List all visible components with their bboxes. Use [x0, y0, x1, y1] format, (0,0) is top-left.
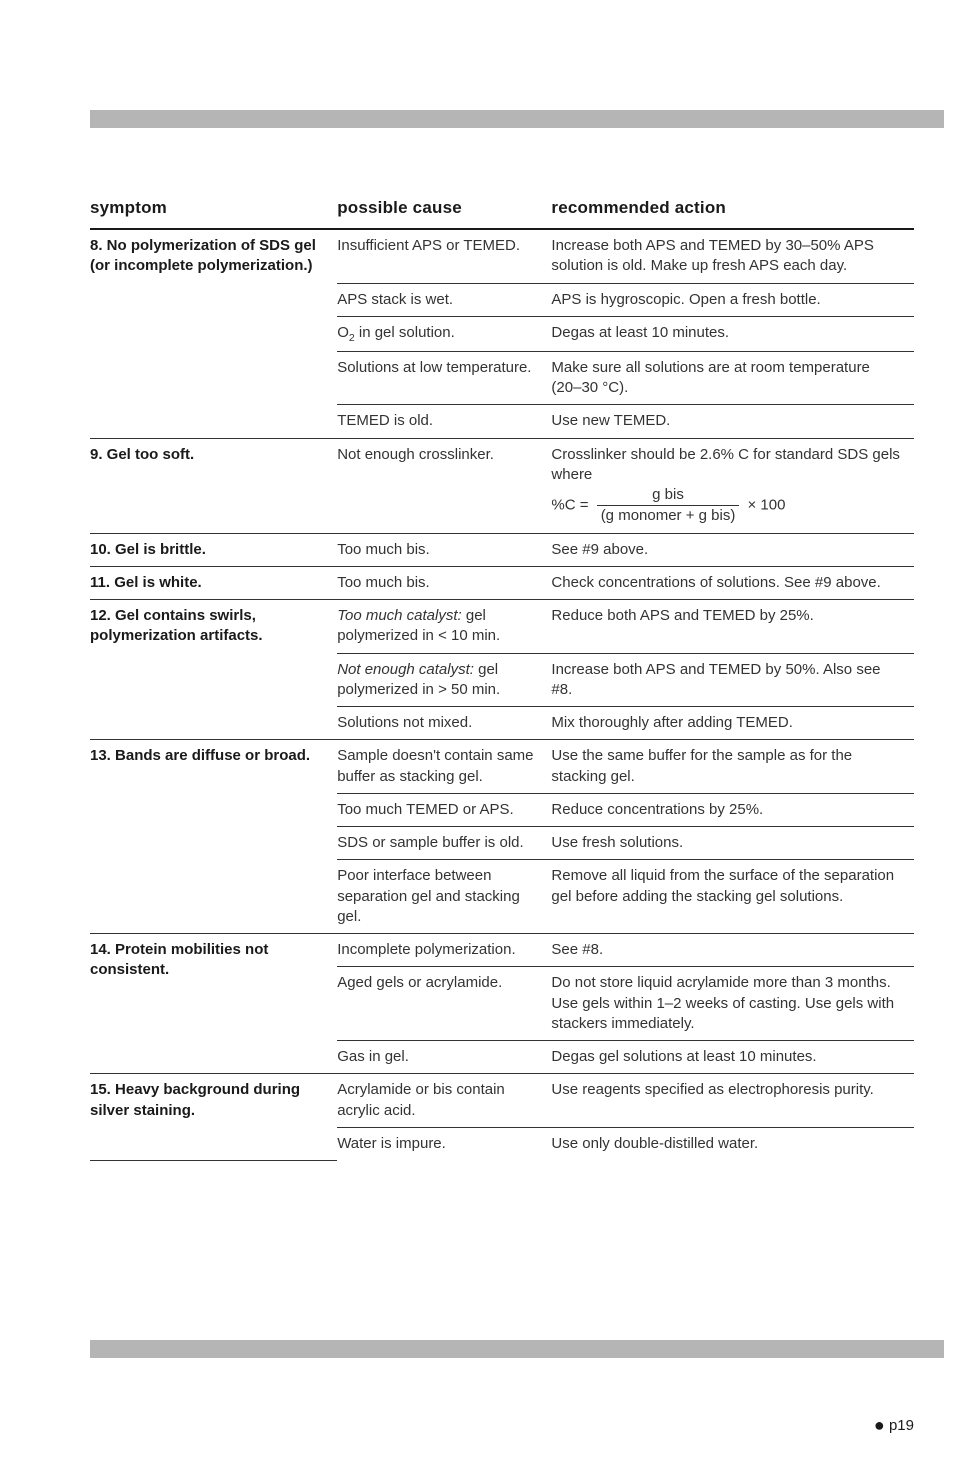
cause-cell: Too much bis. — [337, 533, 551, 566]
troubleshooting-table-wrap: symptom possible cause recommended actio… — [90, 190, 914, 1161]
page-label: p19 — [885, 1417, 914, 1434]
action-cell: Degas gel solutions at least 10 minutes. — [551, 1041, 914, 1074]
cause-cell: Solutions at low temperature. — [337, 351, 551, 405]
action-cell: Mix thoroughly after adding TEMED. — [551, 707, 914, 740]
action-cell: Use the same buffer for the sample as fo… — [551, 740, 914, 794]
action-cell: Check concentrations of solutions. See #… — [551, 566, 914, 599]
cause-text: O — [337, 324, 349, 341]
cause-cell: Poor interface between separation gel an… — [337, 860, 551, 934]
table-header-row: symptom possible cause recommended actio… — [90, 190, 914, 229]
action-cell: Reduce both APS and TEMED by 25%. — [551, 600, 914, 654]
cause-cell: SDS or sample buffer is old. — [337, 827, 551, 860]
symptom-cell: 11. Gel is white. — [90, 566, 337, 599]
action-cell: Use only double-distilled water. — [551, 1127, 914, 1160]
cause-cell: O2 in gel solution. — [337, 316, 551, 351]
formula-lhs: %C = — [551, 497, 592, 514]
table-row: 9. Gel too soft. Not enough crosslinker.… — [90, 438, 914, 533]
troubleshooting-table: symptom possible cause recommended actio… — [90, 190, 914, 1161]
cause-cell: Not enough crosslinker. — [337, 438, 551, 533]
action-text: Crosslinker should be 2.6% C for standar… — [551, 446, 900, 483]
cause-cell: Not enough catalyst: gel polymerized in … — [337, 653, 551, 707]
cause-cell: Sample doesn't contain same buffer as st… — [337, 740, 551, 794]
bullet-icon: ● — [874, 1415, 885, 1435]
action-cell: Degas at least 10 minutes. — [551, 316, 914, 351]
symptom-cell: 10. Gel is brittle. — [90, 533, 337, 566]
symptom-cell: 15. Heavy background during silver stain… — [90, 1074, 337, 1160]
bottom-bar — [90, 1340, 944, 1358]
table-row: 12. Gel contains swirls, polymerization … — [90, 600, 914, 654]
fraction-den: (g monomer + g bis) — [597, 505, 740, 526]
fraction: g bis (g monomer + g bis) — [597, 485, 740, 527]
cause-cell: Too much bis. — [337, 566, 551, 599]
cause-text: in gel solution. — [355, 324, 455, 341]
table-row: 8. No polymerization of SDS gel (or inco… — [90, 229, 914, 283]
table-row: 11. Gel is white. Too much bis. Check co… — [90, 566, 914, 599]
action-cell: Reduce concentrations by 25%. — [551, 793, 914, 826]
action-cell: Increase both APS and TEMED by 30–50% AP… — [551, 229, 914, 283]
action-cell: Use fresh solutions. — [551, 827, 914, 860]
cause-cell: Gas in gel. — [337, 1041, 551, 1074]
action-cell: See #9 above. — [551, 533, 914, 566]
action-cell: Make sure all solutions are at room temp… — [551, 351, 914, 405]
cause-cell: APS stack is wet. — [337, 283, 551, 316]
action-cell: Increase both APS and TEMED by 50%. Also… — [551, 653, 914, 707]
table-row: 10. Gel is brittle. Too much bis. See #9… — [90, 533, 914, 566]
symptom-cell: 9. Gel too soft. — [90, 438, 337, 533]
cause-cell: Water is impure. — [337, 1127, 551, 1160]
symptom-cell: 14. Protein mobilities not consistent. — [90, 934, 337, 1074]
cause-italic: Too much catalyst: — [337, 607, 462, 624]
symptom-cell: 12. Gel contains swirls, polymerization … — [90, 600, 337, 740]
header-action: recommended action — [551, 190, 914, 229]
cause-cell: Insufficient APS or TEMED. — [337, 229, 551, 283]
action-cell: Remove all liquid from the surface of th… — [551, 860, 914, 934]
action-cell: Use new TEMED. — [551, 405, 914, 438]
action-cell: APS is hygroscopic. Open a fresh bottle. — [551, 283, 914, 316]
table-row: 14. Protein mobilities not consistent. I… — [90, 934, 914, 967]
cause-cell: Too much catalyst: gel polymerized in < … — [337, 600, 551, 654]
formula-tail: × 100 — [748, 497, 786, 514]
header-cause: possible cause — [337, 190, 551, 229]
cause-cell: Solutions not mixed. — [337, 707, 551, 740]
symptom-cell: 8. No polymerization of SDS gel (or inco… — [90, 229, 337, 438]
action-cell: Crosslinker should be 2.6% C for standar… — [551, 438, 914, 533]
cause-cell: Too much TEMED or APS. — [337, 793, 551, 826]
page-number: ● p19 — [874, 1415, 914, 1436]
action-cell: Do not store liquid acrylamide more than… — [551, 967, 914, 1041]
cause-cell: Incomplete polymerization. — [337, 934, 551, 967]
table-row: 13. Bands are diffuse or broad. Sample d… — [90, 740, 914, 794]
cause-italic: Not enough catalyst: — [337, 661, 474, 678]
table-row: 15. Heavy background during silver stain… — [90, 1074, 914, 1128]
cause-cell: TEMED is old. — [337, 405, 551, 438]
header-symptom: symptom — [90, 190, 337, 229]
action-cell: Use reagents specified as electrophoresi… — [551, 1074, 914, 1128]
action-cell: See #8. — [551, 934, 914, 967]
top-bar — [90, 110, 944, 128]
cause-cell: Acrylamide or bis contain acrylic acid. — [337, 1074, 551, 1128]
cause-cell: Aged gels or acrylamide. — [337, 967, 551, 1041]
fraction-num: g bis — [597, 485, 740, 505]
symptom-cell: 13. Bands are diffuse or broad. — [90, 740, 337, 934]
